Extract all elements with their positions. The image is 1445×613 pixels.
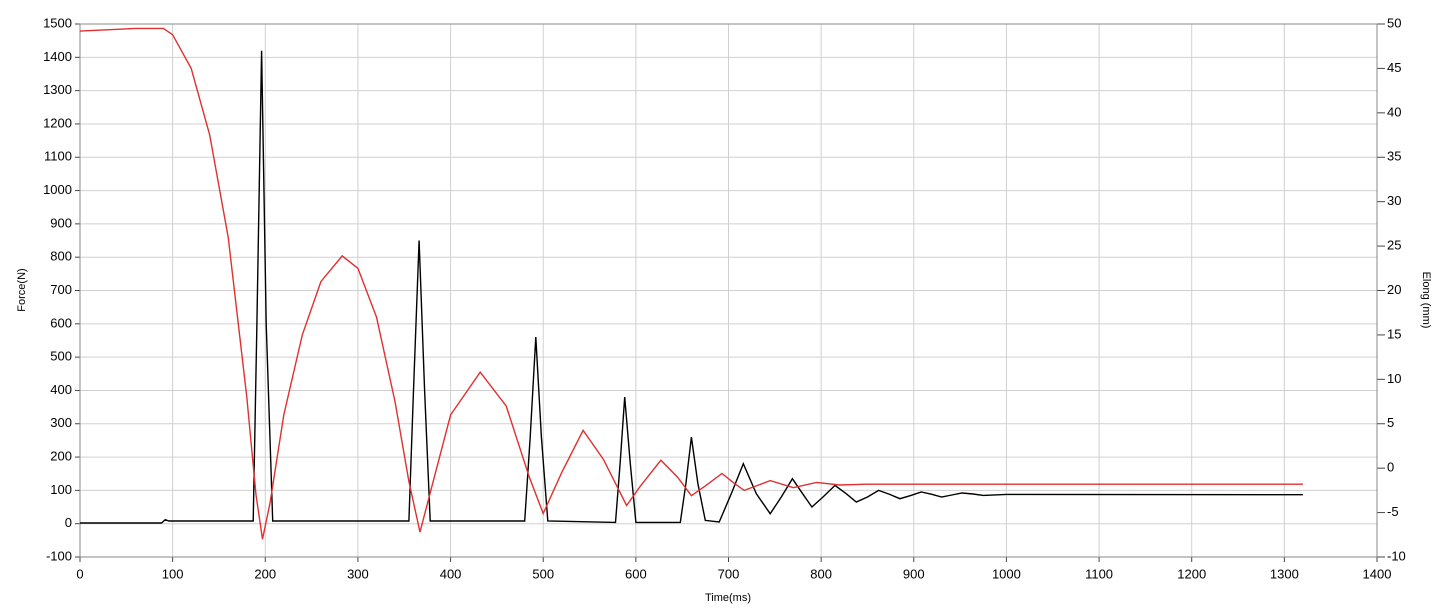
y-tick-label: 500: [50, 349, 72, 364]
y2-tick-label: -10: [1387, 548, 1406, 563]
y2-tick-label: 50: [1387, 15, 1401, 30]
x-tick-label: 600: [625, 566, 647, 581]
y-tick-label: 100: [50, 482, 72, 497]
y-tick-label: 200: [50, 449, 72, 464]
y2-tick-label: 20: [1387, 282, 1401, 297]
x-tick-label: 800: [810, 566, 832, 581]
x-tick-label: 1300: [1270, 566, 1299, 581]
series-line: [80, 50, 1303, 524]
y2-tick-label: 30: [1387, 193, 1401, 208]
y-tick-label: 1200: [43, 115, 72, 130]
y-tick-label: 900: [50, 215, 72, 230]
y2-tick-label: 35: [1387, 149, 1401, 164]
y-tick-label: -100: [46, 548, 72, 563]
y2-tick-label: 40: [1387, 104, 1401, 119]
x-tick-label: 1100: [1085, 566, 1113, 581]
x-tick-label: 1000: [992, 566, 1021, 581]
y2-tick-label: 45: [1387, 60, 1401, 75]
x-tick-label: 700: [718, 566, 740, 581]
x-tick-label: 400: [440, 566, 462, 581]
x-axis-label: Time(ms): [705, 592, 751, 604]
y-tick-label: 400: [50, 382, 72, 397]
y2-tick-label: 0: [1387, 460, 1394, 475]
y-tick-label: 0: [65, 515, 72, 530]
y-tick-label: 800: [50, 249, 72, 264]
x-tick-label: 100: [162, 566, 184, 581]
y-tick-label: 1000: [43, 182, 72, 197]
plot-frame: [79, 23, 1378, 558]
y-tick-label: 600: [50, 315, 72, 330]
y-tick-label: 300: [50, 415, 72, 430]
y2-tick-label: 5: [1387, 415, 1394, 430]
y2-tick-label: 10: [1387, 371, 1401, 386]
y2-axis-label: Elong (mm): [1420, 272, 1432, 329]
x-tick-label: 300: [347, 566, 369, 581]
x-tick-label: 1200: [1177, 566, 1206, 581]
series-line: [79, 27, 1303, 540]
x-tick-label: 900: [903, 566, 925, 581]
x-tick-label: 200: [254, 566, 276, 581]
y2-tick-label: -5: [1387, 504, 1399, 519]
y-tick-label: 1100: [44, 149, 72, 164]
x-tick-label: 500: [532, 566, 554, 581]
y-tick-label: 1500: [43, 15, 72, 30]
x-tick-label: 0: [76, 566, 83, 581]
y-axis-label: Force(N): [16, 268, 28, 311]
x-tick-label: 1400: [1363, 566, 1392, 581]
y2-tick-label: 25: [1387, 238, 1401, 253]
y-tick-label: 1400: [43, 49, 72, 64]
y2-tick-label: 15: [1387, 326, 1401, 341]
y-tick-label: 700: [50, 282, 72, 297]
y-tick-label: 1300: [43, 82, 72, 97]
